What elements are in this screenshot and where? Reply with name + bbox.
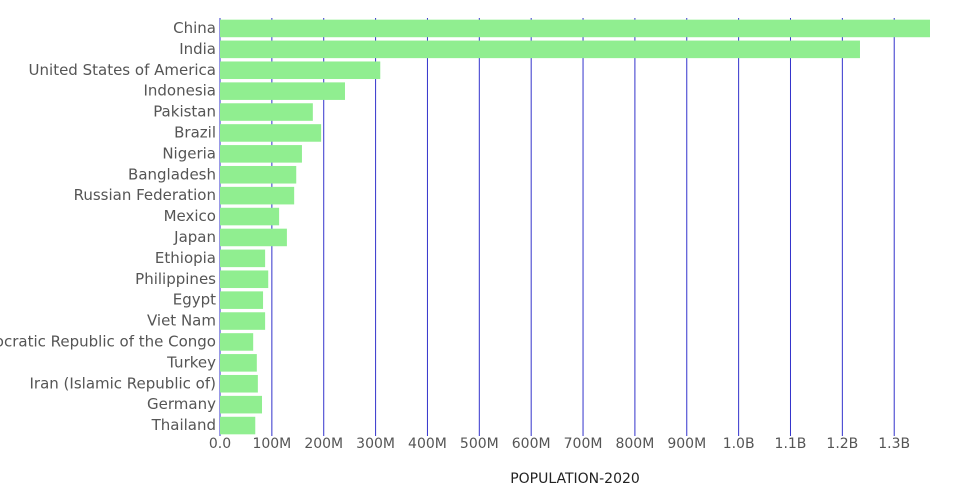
bar — [220, 312, 266, 330]
y-tick-label: Democratic Republic of the Congo — [0, 332, 216, 350]
x-tick-label: 300M — [356, 436, 395, 452]
bar — [220, 416, 256, 435]
y-tick-label: Philippines — [135, 270, 216, 288]
y-tick-label: Bangladesh — [128, 165, 216, 183]
x-tick-label: 600M — [512, 436, 551, 452]
bar — [220, 374, 258, 393]
y-tick-label: Pakistan — [153, 103, 216, 121]
y-tick-label: Viet Nam — [147, 312, 216, 330]
bar — [220, 395, 263, 414]
x-tick-label: 800M — [615, 436, 654, 452]
y-tick-label: India — [179, 40, 216, 58]
y-tick-label: Nigeria — [162, 144, 216, 162]
bar — [220, 270, 269, 289]
y-tick-label: Turkey — [166, 353, 216, 371]
x-tick-label: 100M — [252, 436, 291, 452]
x-tick-label: 1.3B — [878, 436, 910, 452]
y-tick-label: Egypt — [173, 291, 216, 309]
y-tick-label: China — [173, 19, 216, 37]
y-tick-label: Germany — [147, 395, 216, 413]
x-tick-label: 400M — [408, 436, 447, 452]
y-tick-label: Indonesia — [143, 82, 216, 100]
bar — [220, 228, 287, 247]
bar — [220, 186, 295, 205]
x-tick-label: 700M — [564, 436, 603, 452]
x-tick-label: 900M — [667, 436, 706, 452]
bar — [220, 165, 297, 184]
bar — [220, 249, 266, 268]
bar — [220, 40, 860, 59]
bar — [220, 124, 322, 142]
bar — [220, 61, 381, 80]
bar — [220, 19, 930, 38]
x-axis-title: POPULATION-2020 — [510, 471, 640, 487]
bar — [220, 354, 257, 372]
y-tick-label: Ethiopia — [155, 249, 216, 267]
y-tick-label: Thailand — [151, 416, 216, 434]
bar — [220, 291, 264, 309]
x-tick-label: 500M — [460, 436, 499, 452]
y-tick-label: United States of America — [29, 61, 216, 79]
y-tick-label: Mexico — [164, 207, 216, 225]
x-tick-label: 200M — [304, 436, 343, 452]
x-tick-label: 1.0B — [723, 436, 755, 452]
bar — [220, 207, 280, 226]
y-tick-label: Brazil — [174, 123, 216, 141]
y-tick-label: Iran (Islamic Republic of) — [30, 374, 217, 392]
bar — [220, 145, 302, 163]
y-tick-label: Russian Federation — [74, 186, 216, 204]
bar — [220, 333, 254, 351]
y-tick-label: Japan — [173, 228, 216, 246]
bar — [220, 103, 313, 121]
x-tick-label: 1.2B — [826, 436, 858, 452]
x-tick-label: 1.1B — [775, 436, 807, 452]
x-tick-label: 0.0 — [209, 436, 231, 452]
bar — [220, 82, 345, 100]
